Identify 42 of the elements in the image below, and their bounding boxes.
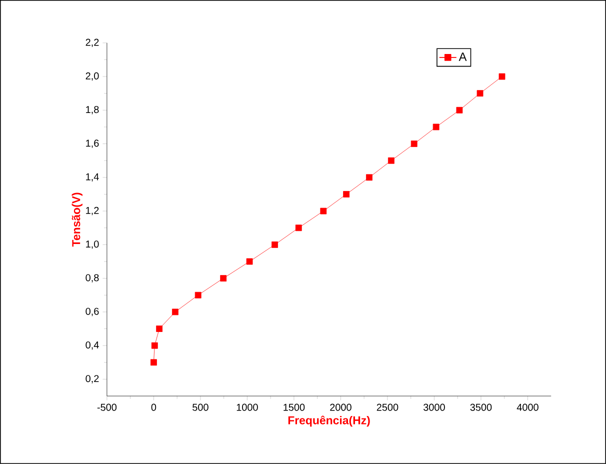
- point: [272, 242, 278, 248]
- x-tick-label: 3500: [470, 404, 492, 411]
- y-tick-label: 1,6: [86, 140, 99, 148]
- point: [388, 157, 394, 164]
- point: [150, 359, 157, 366]
- legend-label: A: [458, 52, 467, 61]
- y-tick-label: 0,2: [86, 375, 99, 384]
- y-tick-label: 1,4: [86, 173, 99, 182]
- point: [194, 292, 202, 298]
- y-tick-label: 0,8: [86, 274, 99, 282]
- point: [295, 224, 302, 232]
- y-tick-label: 0,6: [86, 308, 99, 316]
- x-tick-label: 2000: [330, 404, 352, 411]
- x-tick-label: 500: [192, 404, 208, 411]
- y-tick-label: 0,4: [86, 341, 99, 350]
- y-tick-label: 1,0: [86, 240, 99, 249]
- point: [498, 73, 506, 80]
- point: [476, 90, 484, 97]
- point: [220, 275, 227, 282]
- y-tick-label: 1,2: [86, 206, 99, 216]
- point: [156, 326, 163, 332]
- point: [151, 342, 158, 349]
- x-tick-label: 1000: [236, 404, 258, 411]
- point: [410, 140, 418, 148]
- y-tick-label: 2,2: [86, 38, 99, 48]
- point: [343, 191, 350, 198]
- x-tick-label: 2500: [376, 404, 398, 411]
- y-tick-label: 1,8: [86, 106, 99, 114]
- x-tick-label: -500: [97, 404, 117, 411]
- point: [320, 208, 327, 214]
- point: [432, 124, 440, 130]
- x-tick-label: 3000: [424, 404, 445, 411]
- y-axis-title: Tensão(V): [72, 192, 82, 247]
- x-tick-label: 1500: [284, 404, 305, 411]
- point: [366, 174, 372, 181]
- point: [246, 258, 253, 265]
- y-tick-label: 2,0: [86, 72, 99, 81]
- point: [456, 106, 463, 114]
- x-tick-label: 0: [151, 404, 156, 411]
- point: [172, 308, 178, 316]
- x-tick-label: 4000: [516, 404, 538, 411]
- x-axis-title: Frequência(Hz): [288, 416, 370, 427]
